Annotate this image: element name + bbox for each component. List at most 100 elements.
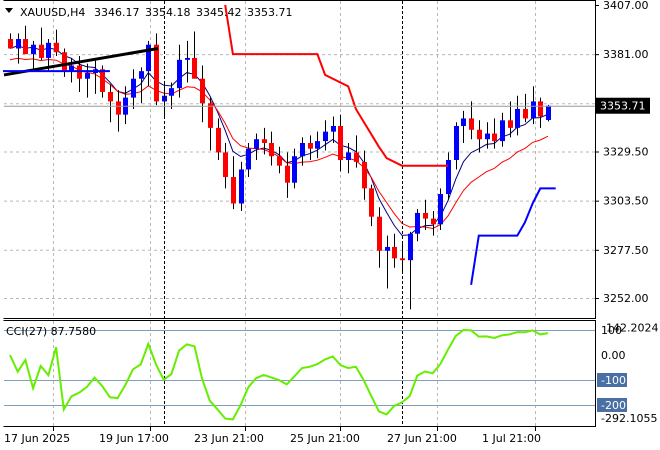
candle (392, 233, 397, 268)
candle (139, 67, 144, 104)
candle-body (369, 188, 374, 217)
candle-body (346, 152, 351, 161)
candles (8, 25, 551, 310)
candle-body (177, 59, 182, 89)
candle (377, 207, 382, 268)
cci-tick-label: -200 (601, 399, 626, 412)
candle (192, 31, 197, 79)
candle-body (246, 148, 251, 170)
price-tick-label: 3407.00 (603, 0, 649, 12)
time-label: 27 Jun 21:00 (387, 432, 457, 445)
candle-body (223, 152, 228, 178)
candle-body (39, 44, 44, 58)
candle (154, 33, 159, 106)
candle-body (515, 108, 520, 128)
candle-body (269, 142, 274, 157)
candle (169, 82, 174, 109)
candle-body (423, 212, 428, 219)
time-label: 17 Jun 2025 (4, 432, 70, 445)
candle-body (200, 78, 205, 104)
candle-body (415, 212, 420, 234)
symbol-label: XAUUSD,H4 (20, 6, 85, 19)
candle-body (438, 194, 443, 225)
red-moving-average-line (9, 57, 549, 230)
candle (538, 97, 543, 128)
candle-body (62, 52, 67, 72)
candle (216, 118, 221, 161)
candle (346, 142, 351, 174)
candle-body (8, 39, 13, 49)
candle-body (546, 105, 551, 120)
close-value: 3353.71 (247, 6, 293, 19)
candle (531, 86, 536, 125)
cci-grid (4, 321, 595, 426)
candle-body (523, 108, 528, 119)
candle (438, 188, 443, 230)
candle (262, 127, 267, 155)
candle (385, 235, 390, 289)
candle (39, 27, 44, 60)
candle-body (400, 258, 405, 261)
candle (108, 84, 113, 123)
candle-body (285, 165, 290, 183)
time-label: 1 Jul 21:00 (482, 432, 541, 445)
main-grid (4, 1, 595, 318)
candle-body (239, 169, 244, 204)
candle-body (46, 42, 51, 58)
low-value: 3345.42 (196, 6, 242, 19)
candle-body (131, 78, 136, 98)
candle (492, 118, 497, 149)
candle (515, 95, 520, 136)
main-frame (3, 0, 596, 319)
candle-body (262, 139, 267, 143)
candle-body (100, 69, 105, 92)
candle-body (315, 141, 320, 149)
candle (131, 69, 136, 109)
candle (323, 120, 328, 151)
candle-body (531, 101, 536, 119)
time-label: 19 Jun 17:00 (99, 432, 169, 445)
candle-body (277, 156, 282, 166)
price-tick-label: 3329.50 (603, 146, 649, 159)
candle (62, 48, 67, 77)
candle-body (154, 44, 159, 102)
time-label: 23 Jun 21:00 (194, 432, 264, 445)
candle-body (331, 125, 336, 132)
candle-body (500, 120, 505, 142)
dropdown-triangle-icon[interactable] (5, 8, 13, 13)
candle-body (485, 133, 490, 140)
candle-body (139, 71, 144, 79)
candle (477, 120, 482, 153)
candle-body (385, 246, 390, 251)
cci-level-box (597, 373, 627, 387)
candle-body (85, 73, 90, 79)
candle-body (292, 156, 297, 183)
candle (308, 135, 313, 161)
moving-averages (9, 45, 549, 236)
candle-body (392, 246, 397, 259)
blue-step-line (470, 187, 556, 285)
candle-body (69, 65, 74, 72)
time-label: 25 Jun 21:00 (290, 432, 360, 445)
candle (315, 131, 320, 159)
candle-body (216, 127, 221, 153)
candle (269, 131, 274, 166)
cci-level-box (597, 398, 627, 412)
candle-body (354, 152, 359, 162)
candle-body (300, 142, 305, 157)
candle-body (208, 103, 213, 128)
candle-body (23, 39, 28, 55)
candle (185, 40, 190, 83)
candle-body (431, 218, 436, 225)
candle (292, 148, 297, 189)
candle-body (323, 131, 328, 142)
price-tick-label: 3277.50 (603, 244, 649, 257)
candle (523, 93, 528, 123)
candle (85, 63, 90, 98)
candle (354, 135, 359, 168)
cci-line (9, 328, 549, 421)
open-value: 3346.17 (94, 6, 140, 19)
candle (177, 44, 182, 98)
candle (461, 110, 466, 143)
